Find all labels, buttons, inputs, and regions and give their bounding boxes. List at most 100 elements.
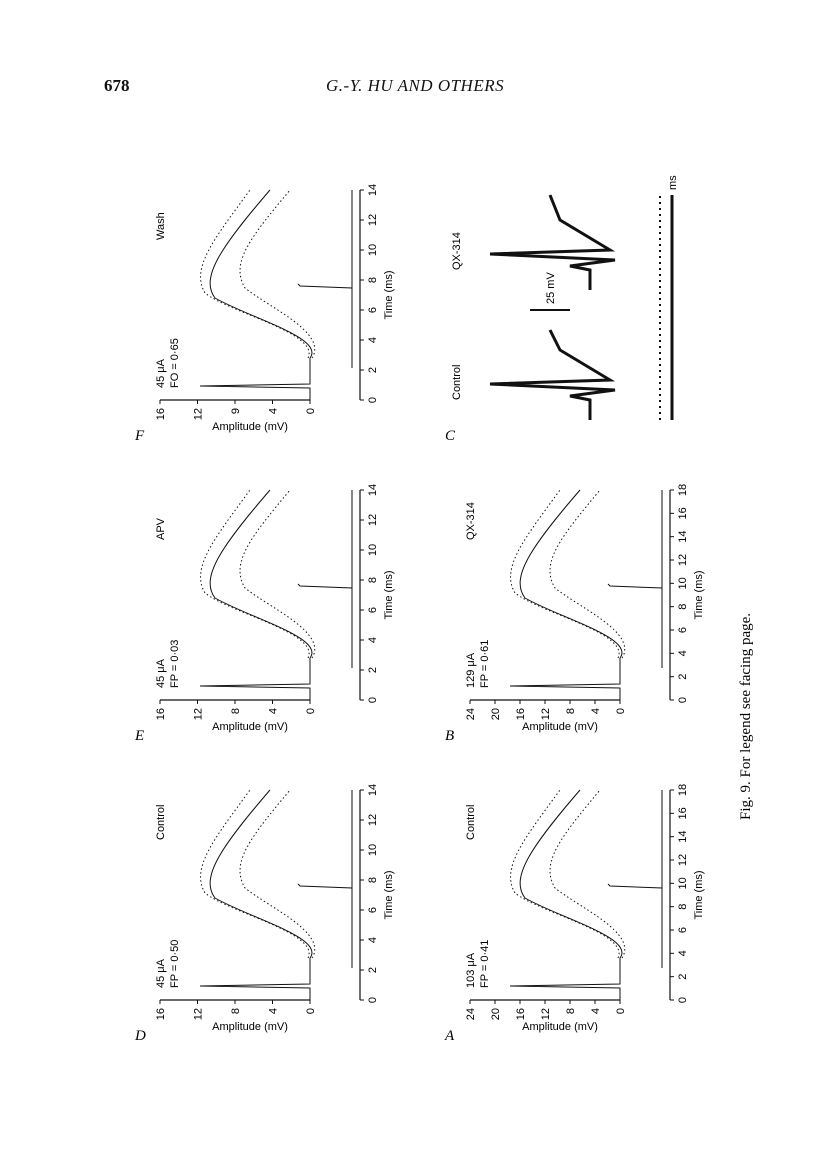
stimulus-label: 45 μA xyxy=(155,358,167,388)
x-tick-label: 16 xyxy=(677,507,689,519)
y-tick-label: 12 xyxy=(540,1008,552,1020)
y-tick-label: 16 xyxy=(155,408,167,420)
y-tick-label: 16 xyxy=(155,1008,167,1020)
y-tick-label: 12 xyxy=(540,708,552,720)
condition-label: APV xyxy=(155,517,167,540)
x-tick-label: 0 xyxy=(367,397,379,403)
x-tick-label: 2 xyxy=(677,674,689,680)
y-tick-label: 4 xyxy=(268,1008,280,1014)
stimulus-label: 45 μA xyxy=(155,658,167,688)
x-tick-label: 6 xyxy=(677,927,689,933)
current-trace xyxy=(607,883,663,968)
condition-label: Wash xyxy=(155,212,167,240)
x-tick-label: 18 xyxy=(677,784,689,796)
y-tick-label: 0 xyxy=(615,1008,627,1014)
panel-letter: C xyxy=(445,428,456,444)
x-tick-label: 8 xyxy=(367,577,379,583)
stimulus-label: 129 μA xyxy=(465,652,477,688)
stimulus-label: 103 μA xyxy=(465,952,477,988)
y-tick-label: 12 xyxy=(193,1008,205,1020)
x-tick-label: 12 xyxy=(367,214,379,226)
x-tick-label: 4 xyxy=(367,337,379,343)
panel-d: D 16 12 8 4 0 Amplitude (mV) 0 2 4 6 8 10 12 14 Time (m… xyxy=(134,784,395,1044)
x-tick-label: 0 xyxy=(367,697,379,703)
y-axis-label: Amplitude (mV) xyxy=(212,721,288,733)
trace-dotted xyxy=(549,489,626,659)
x-tick-label: 0 xyxy=(367,997,379,1003)
trace-solid xyxy=(509,789,623,1000)
panel-letter: B xyxy=(445,728,454,744)
figure-9: A 24 20 16 12 8 4 0 Amplitude (mV) 0 2 4 6 8 10 12 14 16 1… xyxy=(110,145,770,1045)
x-tick-label: 4 xyxy=(367,937,379,943)
x-tick-label: 10 xyxy=(367,844,379,856)
x-axis-label: Time (ms) xyxy=(693,870,705,919)
y-tick-label: 12 xyxy=(193,708,205,720)
x-tick-label: 0 xyxy=(677,697,689,703)
condition-label: QX-314 xyxy=(465,502,477,540)
x-tick-label: 14 xyxy=(367,784,379,796)
trace-dotted xyxy=(510,489,620,659)
trace-dotted xyxy=(239,189,316,359)
panel-letter: A xyxy=(444,1028,455,1044)
trace-solid xyxy=(199,789,313,1000)
trace-dotted xyxy=(239,489,316,659)
y-axis-label: Amplitude (mV) xyxy=(212,1021,288,1033)
ratio-label: FP = 0·61 xyxy=(479,640,491,688)
x-tick-label: 16 xyxy=(677,807,689,819)
trace-dotted xyxy=(200,489,310,659)
ratio-label: FP = 0·03 xyxy=(169,640,181,688)
y-tick-label: 24 xyxy=(465,708,477,720)
x-tick-label: 2 xyxy=(677,974,689,980)
y-tick-label: 8 xyxy=(230,1008,242,1014)
x-tick-label: 6 xyxy=(677,627,689,633)
trace-solid xyxy=(199,489,313,700)
x-tick-label: 14 xyxy=(677,531,689,543)
x-axis-label: Time (ms) xyxy=(693,570,705,619)
x-tick-label: 8 xyxy=(367,877,379,883)
page-header: 678 G.-Y. HU AND OTHERS xyxy=(0,70,816,100)
y-tick-label: 4 xyxy=(268,408,280,414)
x-tick-label: 8 xyxy=(677,904,689,910)
y-tick-label: 16 xyxy=(155,708,167,720)
y-tick-label: 0 xyxy=(305,708,317,714)
x-tick-label: 10 xyxy=(367,544,379,556)
qx314-trace xyxy=(489,194,616,290)
page-number: 678 xyxy=(104,76,130,95)
current-trace xyxy=(297,283,353,368)
trace-dotted xyxy=(510,789,620,959)
panel-c: C Control QX-314 25 mV ms xyxy=(445,175,679,444)
x-tick-label: 18 xyxy=(677,484,689,496)
ratio-label: FP = 0·50 xyxy=(169,940,181,988)
x-tick-label: 4 xyxy=(677,650,689,656)
figure-caption: Fig. 9. For legend see facing page. xyxy=(738,613,754,820)
y-tick-label: 8 xyxy=(230,708,242,714)
running-head: G.-Y. HU AND OTHERS xyxy=(326,76,505,95)
y-tick-label: 0 xyxy=(305,1008,317,1014)
x-axis-label: Time (ms) xyxy=(383,870,395,919)
y-axis-label: Amplitude (mV) xyxy=(522,1021,598,1033)
x-tick-label: 12 xyxy=(677,854,689,866)
x-axis-label: Time (ms) xyxy=(383,570,395,619)
x-tick-label: 12 xyxy=(677,554,689,566)
panel-letter: E xyxy=(134,728,144,744)
x-tick-label: 14 xyxy=(367,184,379,196)
panel-e: E 16 12 8 4 0 Amplitude (mV) 0 2 4 6 8 10 12 14 Time (m… xyxy=(134,484,395,744)
y-tick-label: 16 xyxy=(515,1008,527,1020)
stimulus-label: 45 μA xyxy=(155,958,167,988)
x-tick-label: 12 xyxy=(367,814,379,826)
x-tick-label: 4 xyxy=(677,950,689,956)
y-tick-label: 4 xyxy=(590,1008,602,1014)
x-tick-label: 2 xyxy=(367,367,379,373)
x-tick-label: 10 xyxy=(677,577,689,589)
x-tick-label: 12 xyxy=(367,514,379,526)
current-trace xyxy=(607,583,663,668)
y-tick-label: 0 xyxy=(305,408,317,414)
x-axis-label: Time (ms) xyxy=(383,270,395,319)
trace-dotted xyxy=(200,189,310,359)
condition-label: Control xyxy=(155,805,167,840)
condition-label: Control xyxy=(465,805,477,840)
x-tick-label: 6 xyxy=(367,907,379,913)
trace-dotted xyxy=(200,789,310,959)
